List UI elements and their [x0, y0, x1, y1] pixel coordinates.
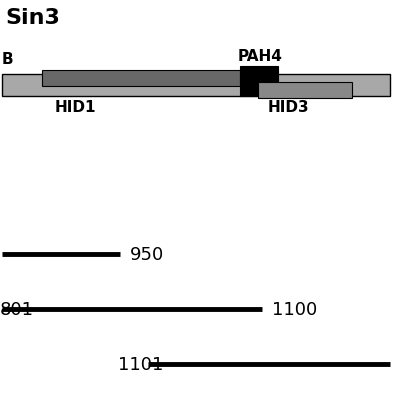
Bar [239, 67, 277, 97]
Text: PAH4: PAH4 [237, 49, 282, 64]
Text: Sin3: Sin3 [5, 8, 60, 28]
Bar [257, 83, 351, 99]
Bar [2, 75, 389, 97]
Text: B: B [2, 52, 14, 67]
Text: 1100: 1100 [271, 300, 316, 318]
Text: 1101: 1101 [118, 355, 163, 373]
Text: 950: 950 [130, 245, 164, 263]
Text: HID1: HID1 [55, 100, 96, 115]
Text: 801: 801 [0, 300, 34, 318]
Text: HID3: HID3 [267, 100, 309, 115]
Bar [42, 71, 239, 87]
